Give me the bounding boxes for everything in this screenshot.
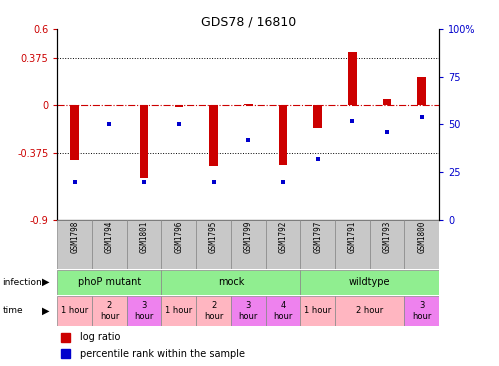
Bar <box>61 333 70 342</box>
Bar <box>57 220 92 269</box>
Text: mock: mock <box>218 277 244 287</box>
Bar <box>162 220 196 269</box>
Bar <box>196 220 231 269</box>
Text: log ratio: log ratio <box>80 332 121 342</box>
Text: infection: infection <box>2 278 42 287</box>
Bar <box>92 220 127 269</box>
Bar <box>335 296 404 326</box>
Bar <box>383 99 391 105</box>
Bar <box>300 220 335 269</box>
Bar <box>162 296 196 326</box>
Bar <box>57 296 92 326</box>
Bar <box>61 349 70 358</box>
Bar <box>127 296 162 326</box>
Bar <box>140 105 149 178</box>
Text: GSM1791: GSM1791 <box>348 221 357 254</box>
Bar <box>418 78 426 105</box>
Text: 4
hour: 4 hour <box>273 301 292 321</box>
Text: phoP mutant: phoP mutant <box>78 277 141 287</box>
Text: GSM1800: GSM1800 <box>417 221 426 254</box>
Text: 2
hour: 2 hour <box>204 301 223 321</box>
Bar <box>127 220 162 269</box>
Bar <box>244 104 252 105</box>
Bar <box>300 269 439 295</box>
Bar <box>209 105 218 166</box>
Text: GSM1799: GSM1799 <box>244 221 253 254</box>
Text: 2 hour: 2 hour <box>356 306 383 315</box>
Text: 3
hour: 3 hour <box>239 301 258 321</box>
Bar <box>370 220 404 269</box>
Title: GDS78 / 16810: GDS78 / 16810 <box>201 15 296 28</box>
Bar <box>404 220 439 269</box>
Bar <box>265 296 300 326</box>
Bar <box>231 296 265 326</box>
Text: 3
hour: 3 hour <box>412 301 432 321</box>
Bar <box>57 269 162 295</box>
Text: GSM1798: GSM1798 <box>70 221 79 254</box>
Bar <box>265 220 300 269</box>
Text: GSM1797: GSM1797 <box>313 221 322 254</box>
Text: GSM1801: GSM1801 <box>140 221 149 254</box>
Bar <box>335 220 370 269</box>
Text: 2
hour: 2 hour <box>100 301 119 321</box>
Text: GSM1792: GSM1792 <box>278 221 287 254</box>
Bar <box>92 296 127 326</box>
Bar <box>278 105 287 165</box>
Text: wildtype: wildtype <box>349 277 390 287</box>
Text: GSM1794: GSM1794 <box>105 221 114 254</box>
Text: GSM1793: GSM1793 <box>383 221 392 254</box>
Text: ▶: ▶ <box>42 277 50 287</box>
Bar <box>175 105 183 107</box>
Text: GSM1795: GSM1795 <box>209 221 218 254</box>
Text: 1 hour: 1 hour <box>165 306 193 315</box>
Bar <box>196 296 231 326</box>
Bar <box>231 220 265 269</box>
Text: percentile rank within the sample: percentile rank within the sample <box>80 349 246 359</box>
Text: 3
hour: 3 hour <box>134 301 154 321</box>
Bar <box>300 296 335 326</box>
Text: time: time <box>2 306 23 315</box>
Bar <box>162 269 300 295</box>
Text: GSM1796: GSM1796 <box>174 221 183 254</box>
Text: ▶: ▶ <box>42 306 50 316</box>
Text: 1 hour: 1 hour <box>61 306 88 315</box>
Bar <box>348 52 357 105</box>
Bar <box>70 105 79 160</box>
Bar <box>313 105 322 128</box>
Bar <box>404 296 439 326</box>
Text: 1 hour: 1 hour <box>304 306 331 315</box>
